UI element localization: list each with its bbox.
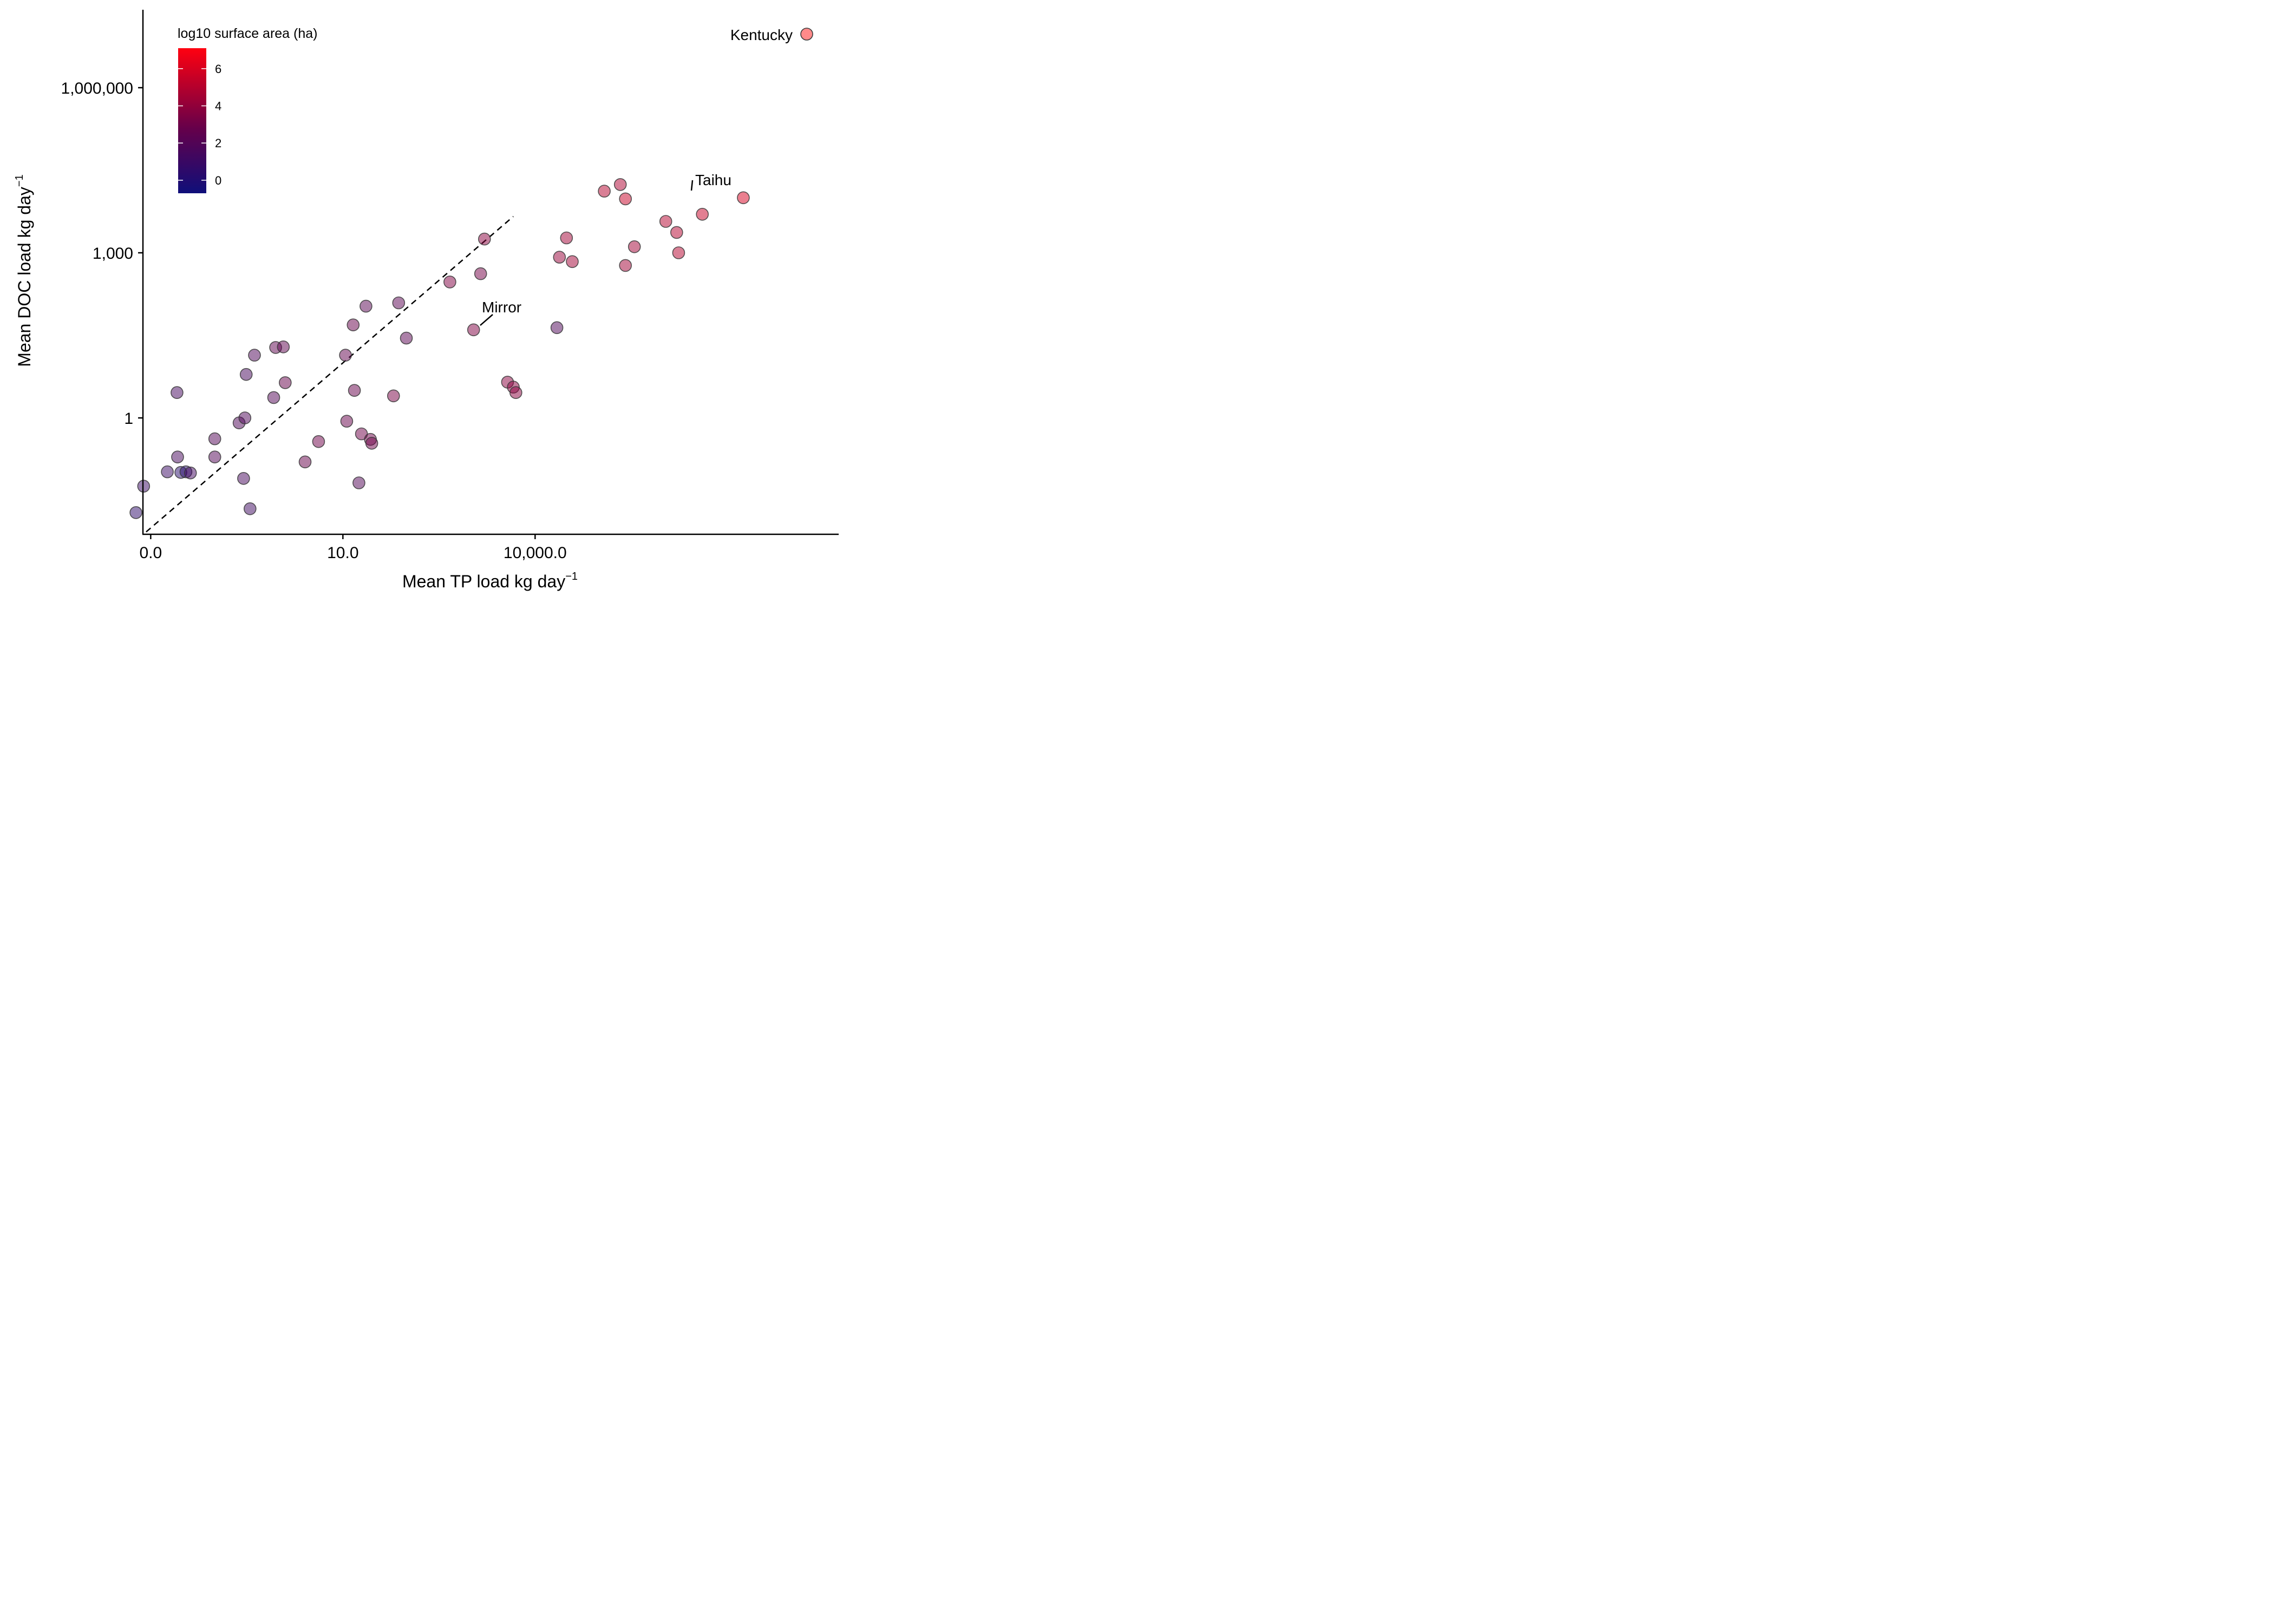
- data-point: [672, 246, 685, 259]
- data-point: [137, 480, 151, 493]
- x-axis-title-superscript: −1: [565, 571, 578, 582]
- data-point: [277, 340, 290, 353]
- y-tick-label: 1,000,000: [61, 80, 133, 97]
- data-point: [352, 476, 365, 489]
- data-point: [347, 318, 360, 332]
- mirror-label: Mirror: [482, 299, 521, 316]
- x-tick-label: 0.0: [139, 544, 162, 562]
- data-point: [696, 207, 709, 221]
- data-point: [550, 321, 564, 335]
- data-point: [298, 455, 312, 469]
- data-point: [659, 215, 672, 228]
- colorbar-tick-label: 4: [215, 100, 221, 113]
- data-point: [443, 276, 456, 289]
- data-point: [348, 384, 361, 397]
- data-point: [312, 435, 325, 448]
- colorbar-tick-label: 6: [215, 62, 221, 76]
- taihu-label: Taihu: [695, 172, 731, 188]
- data-points: [129, 178, 750, 519]
- data-point: [243, 502, 257, 515]
- data-point: [208, 450, 221, 464]
- data-point: [619, 192, 632, 206]
- data-point: [248, 349, 261, 362]
- data-point: [365, 436, 378, 450]
- data-point: [237, 472, 250, 485]
- data-point: [339, 349, 352, 362]
- x-tick-label: 10.0: [327, 544, 358, 562]
- y-tick-label: 1,000: [93, 245, 133, 263]
- one-to-one-reference-line: [143, 215, 514, 534]
- mirror-leader-line: [480, 314, 493, 326]
- colorbar-tick-label: 2: [215, 136, 221, 150]
- data-point: [239, 368, 253, 381]
- x-tick-label: 10,000.0: [504, 544, 567, 562]
- data-point: [171, 386, 184, 400]
- data-point: [129, 506, 142, 519]
- data-point: [387, 389, 400, 403]
- data-point: [737, 191, 750, 205]
- colorbar-ticks: 0 2 4 6: [178, 62, 221, 187]
- y-axis-title-superscript: −1: [14, 174, 25, 187]
- y-axis-ticks: 1 1,000 1,000,000: [61, 80, 143, 428]
- kentucky-marker: [800, 28, 813, 41]
- data-point: [478, 232, 491, 246]
- data-point: [613, 178, 627, 191]
- data-point: [400, 331, 413, 345]
- colorbar-tick-label: 0: [215, 174, 221, 187]
- data-point: [184, 466, 197, 480]
- data-point: [628, 240, 641, 253]
- data-point: [267, 391, 280, 404]
- data-point: [278, 376, 292, 389]
- x-axis-title: Mean TP load kg day−1: [402, 571, 578, 591]
- colorbar-legend: log10 surface area (ha) 0 2 4 6: [178, 26, 317, 193]
- kentucky-legend-entry: Kentucky: [730, 27, 813, 43]
- colorbar-title: log10 surface area (ha): [178, 26, 317, 41]
- taihu-leader-line: [690, 180, 694, 191]
- data-point: [474, 267, 487, 280]
- data-point: [560, 231, 573, 245]
- taihu-annotation: Taihu: [690, 172, 731, 191]
- y-axis-title: Mean DOC load kg day−1: [14, 174, 34, 366]
- y-tick-label: 1: [124, 410, 133, 428]
- data-point: [553, 251, 566, 264]
- colorbar-gradient: [178, 48, 206, 193]
- data-point: [467, 323, 480, 337]
- data-point: [161, 465, 174, 479]
- data-point: [171, 450, 184, 464]
- data-point: [598, 185, 611, 198]
- data-point: [619, 259, 632, 272]
- scatter-chart: 0.0 10.0 10,000.0 1 1,000 1,000,000 Mean TP …: [14, 10, 839, 591]
- data-point: [238, 411, 252, 424]
- kentucky-label: Kentucky: [730, 27, 793, 43]
- data-point: [509, 386, 522, 400]
- data-point: [208, 432, 221, 446]
- data-point: [670, 226, 683, 239]
- data-point: [360, 299, 373, 313]
- data-point: [392, 296, 406, 310]
- data-point: [566, 255, 579, 269]
- data-point: [340, 415, 354, 428]
- x-axis-ticks: 0.0 10.0 10,000.0: [139, 534, 567, 562]
- mirror-annotation: Mirror: [480, 299, 521, 326]
